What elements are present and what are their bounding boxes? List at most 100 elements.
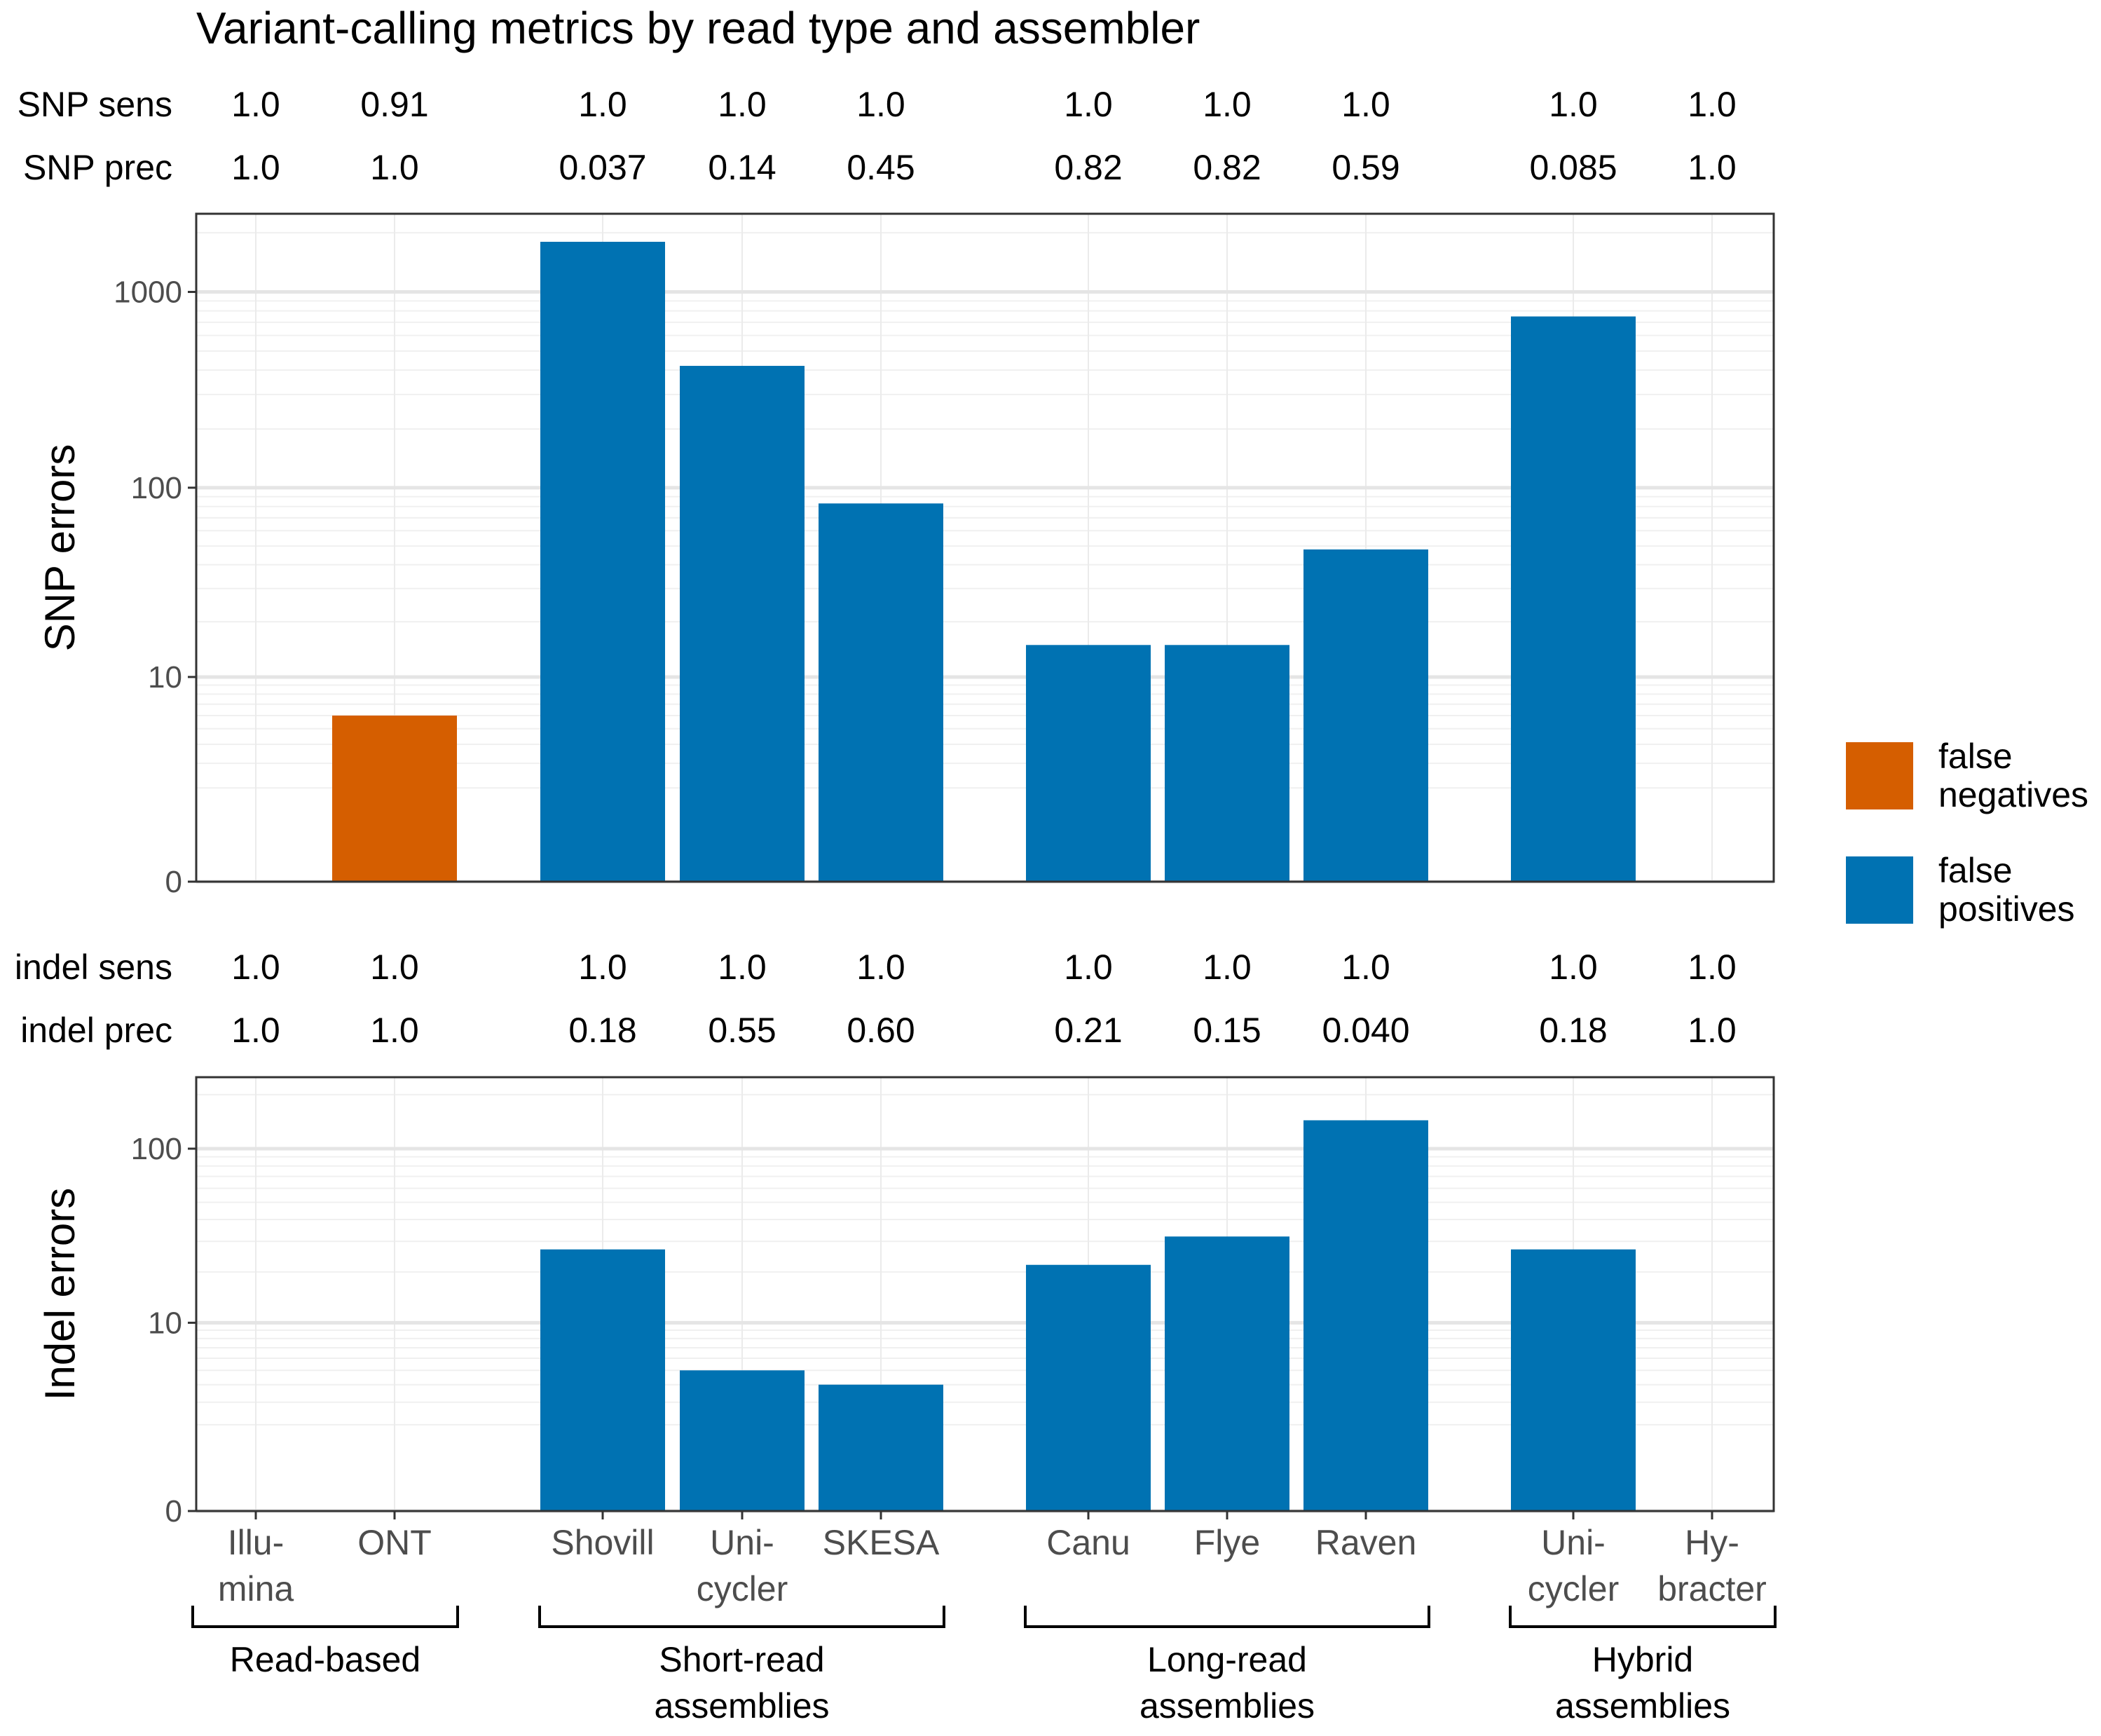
group-label: assemblies xyxy=(654,1686,829,1725)
x-tick-label: ONT xyxy=(357,1523,432,1562)
bar-false-positives xyxy=(1511,316,1636,882)
metric-value: 0.60 xyxy=(847,1011,915,1050)
metric-value: 1.0 xyxy=(856,85,905,124)
bar-false-positives xyxy=(1511,1249,1636,1511)
legend-label: negatives xyxy=(1938,775,2088,814)
x-tick-label: Raven xyxy=(1315,1523,1417,1562)
metric-value: 1.0 xyxy=(1341,948,1390,987)
x-tick-label: Hy- xyxy=(1685,1523,1739,1562)
group-bracket xyxy=(191,1606,459,1628)
metric-value: 0.82 xyxy=(1193,148,1261,187)
metric-row-label: indel sens xyxy=(15,948,172,987)
metric-value: 1.0 xyxy=(1688,948,1737,987)
metric-value: 1.0 xyxy=(231,1011,280,1050)
x-tick-label: mina xyxy=(218,1569,294,1608)
metric-value: 0.55 xyxy=(708,1011,776,1050)
y-tick-label: 0 xyxy=(165,865,182,899)
panel-2: 0 10 100 Indel errors indel sens 1.0 1.0 1.0 1.0… xyxy=(15,948,1775,1529)
metric-value: 1.0 xyxy=(231,948,280,987)
metric-value: 1.0 xyxy=(231,85,280,124)
metric-value: 1.0 xyxy=(1549,948,1598,987)
metric-value: 1.0 xyxy=(231,148,280,187)
x-tick-label: SKESA xyxy=(823,1523,940,1562)
metric-value: 1.0 xyxy=(856,948,905,987)
metric-value: 0.91 xyxy=(360,85,428,124)
metric-value: 0.15 xyxy=(1193,1011,1261,1050)
y-tick-label: 1000 xyxy=(114,275,182,310)
y-tick-label: 10 xyxy=(148,1306,182,1340)
panel-1: 0 10 100 1000 SNP errors SNP sens 1.0 0.91 1.0 1.… xyxy=(18,85,1775,899)
bar-false-positives xyxy=(1026,1264,1151,1511)
legend-label: false xyxy=(1938,737,2013,776)
bar-false-positives xyxy=(1303,549,1428,882)
metric-value: 1.0 xyxy=(1688,148,1737,187)
x-tick-label: Shovill xyxy=(551,1523,654,1562)
metric-value: 0.085 xyxy=(1529,148,1617,187)
legend-label: false xyxy=(1938,851,2013,890)
legend-swatch-false-negatives xyxy=(1846,742,1913,809)
metric-value: 1.0 xyxy=(370,948,419,987)
bar-false-positives xyxy=(1303,1120,1428,1511)
metric-value: 1.0 xyxy=(1064,948,1113,987)
legend-swatch-false-positives xyxy=(1846,856,1913,924)
group-bracket xyxy=(1024,1606,1430,1628)
y-tick-label: 100 xyxy=(131,471,182,505)
x-tick-label: cycler xyxy=(697,1569,788,1608)
metric-row-label: SNP prec xyxy=(23,148,172,187)
metric-value: 0.18 xyxy=(1539,1011,1607,1050)
metric-value: 1.0 xyxy=(578,948,627,987)
metric-value: 0.14 xyxy=(708,148,776,187)
metric-value: 1.0 xyxy=(1341,85,1390,124)
x-tick-label: Flye xyxy=(1194,1523,1260,1562)
metric-value: 0.18 xyxy=(568,1011,636,1050)
metric-row-label: SNP sens xyxy=(18,85,172,124)
metric-value: 1.0 xyxy=(1549,85,1598,124)
metric-value: 1.0 xyxy=(370,148,419,187)
x-tick-label: Uni- xyxy=(1541,1523,1606,1562)
metric-value: 1.0 xyxy=(1064,85,1113,124)
bar-false-positives xyxy=(1165,1236,1289,1511)
plot-border xyxy=(195,1076,1775,1512)
metric-value: 1.0 xyxy=(718,85,767,124)
group-label: Read-based xyxy=(230,1640,420,1679)
group-brackets: Read-based Short-read assemblies Long-read a… xyxy=(191,1606,1777,1725)
metric-value: 0.45 xyxy=(847,148,915,187)
group-bracket xyxy=(538,1606,945,1628)
metric-value: 0.037 xyxy=(559,148,646,187)
group-label: assemblies xyxy=(1140,1686,1315,1725)
metric-value: 1.0 xyxy=(1688,1011,1737,1050)
group-label: assemblies xyxy=(1555,1686,1730,1725)
y-tick-label: 10 xyxy=(148,660,182,695)
bar-false-positives xyxy=(540,1249,665,1511)
group-label: Short-read xyxy=(659,1640,824,1679)
metric-value: 1.0 xyxy=(718,948,767,987)
y-tick-label: 0 xyxy=(165,1494,182,1529)
metric-value: 0.21 xyxy=(1054,1011,1122,1050)
metric-value: 0.040 xyxy=(1322,1011,1409,1050)
bar-false-positives xyxy=(680,1370,805,1511)
metric-value: 0.59 xyxy=(1332,148,1399,187)
legend-label: positives xyxy=(1938,889,2075,929)
metric-value: 1.0 xyxy=(578,85,627,124)
bar-false-positives xyxy=(540,241,665,882)
bar-false-positives xyxy=(680,366,805,882)
x-tick-label: Uni- xyxy=(710,1523,774,1562)
x-tick-label: cycler xyxy=(1528,1569,1620,1608)
bar-false-positives xyxy=(1026,645,1151,882)
metric-row-label: indel prec xyxy=(20,1011,172,1050)
group-label: Long-read xyxy=(1147,1640,1307,1679)
bar-false-negatives xyxy=(332,715,457,882)
metric-value: 1.0 xyxy=(370,1011,419,1050)
metric-value: 0.82 xyxy=(1054,148,1122,187)
figure-title: Variant-calling metrics by read type and… xyxy=(196,3,1200,53)
metric-value: 1.0 xyxy=(1203,85,1252,124)
y-axis-title: SNP errors xyxy=(36,444,83,652)
group-bracket xyxy=(1509,1606,1777,1628)
plot-border xyxy=(195,212,1775,883)
y-tick-label: 100 xyxy=(131,1132,182,1166)
x-tick-label: Illu- xyxy=(228,1523,285,1562)
bar-false-positives xyxy=(819,1384,943,1511)
